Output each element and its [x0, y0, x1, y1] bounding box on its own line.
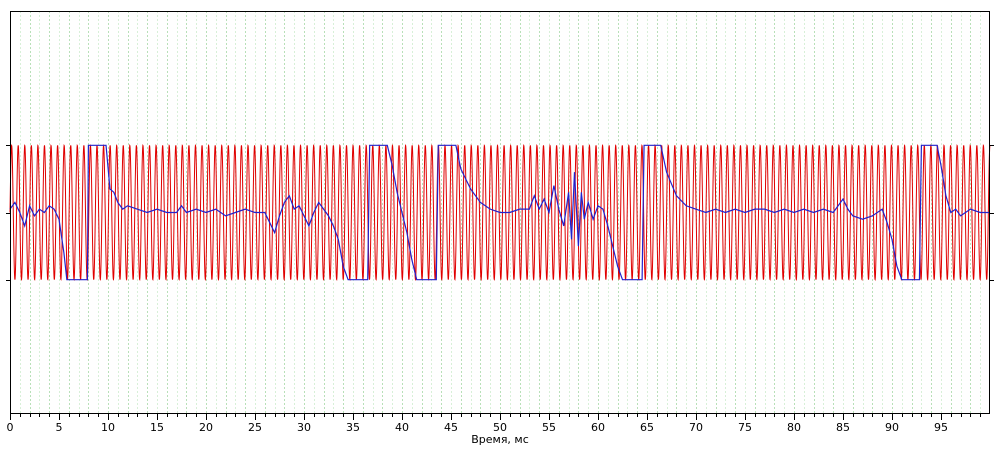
series-layer — [9, 144, 991, 281]
x-axis: 0 5 10 15 20 25 30 35 40 45 50 55 60 65 70 75 80 85 90 95 — [7, 414, 981, 434]
x-tick-label: 10 — [101, 421, 115, 434]
x-tick-label: 95 — [934, 421, 948, 434]
x-tick-label: 30 — [297, 421, 311, 434]
x-tick-label: 15 — [150, 421, 164, 434]
x-axis-title: Время, мс — [471, 433, 529, 446]
x-tick-label: 80 — [787, 421, 801, 434]
x-tick-label: 20 — [199, 421, 213, 434]
x-tick-label: 25 — [248, 421, 262, 434]
side-ticks — [6, 145, 994, 281]
series-line-message — [9, 144, 990, 281]
x-tick-label: 40 — [395, 421, 409, 434]
series-line-carrier — [9, 144, 991, 281]
x-tick-label: 65 — [640, 421, 654, 434]
x-tick-label: 35 — [346, 421, 360, 434]
x-tick-label: 50 — [493, 421, 507, 434]
x-tick-label: 55 — [542, 421, 556, 434]
x-tick-label: 5 — [56, 421, 63, 434]
x-tick-label: 75 — [738, 421, 752, 434]
x-tick-label: 85 — [836, 421, 850, 434]
plot-frame — [10, 11, 990, 414]
x-tick-label: 0 — [7, 421, 14, 434]
x-tick-label: 70 — [689, 421, 703, 434]
x-tick-label: 90 — [885, 421, 899, 434]
x-tick-label: 60 — [591, 421, 605, 434]
x-tick-label: 45 — [444, 421, 458, 434]
